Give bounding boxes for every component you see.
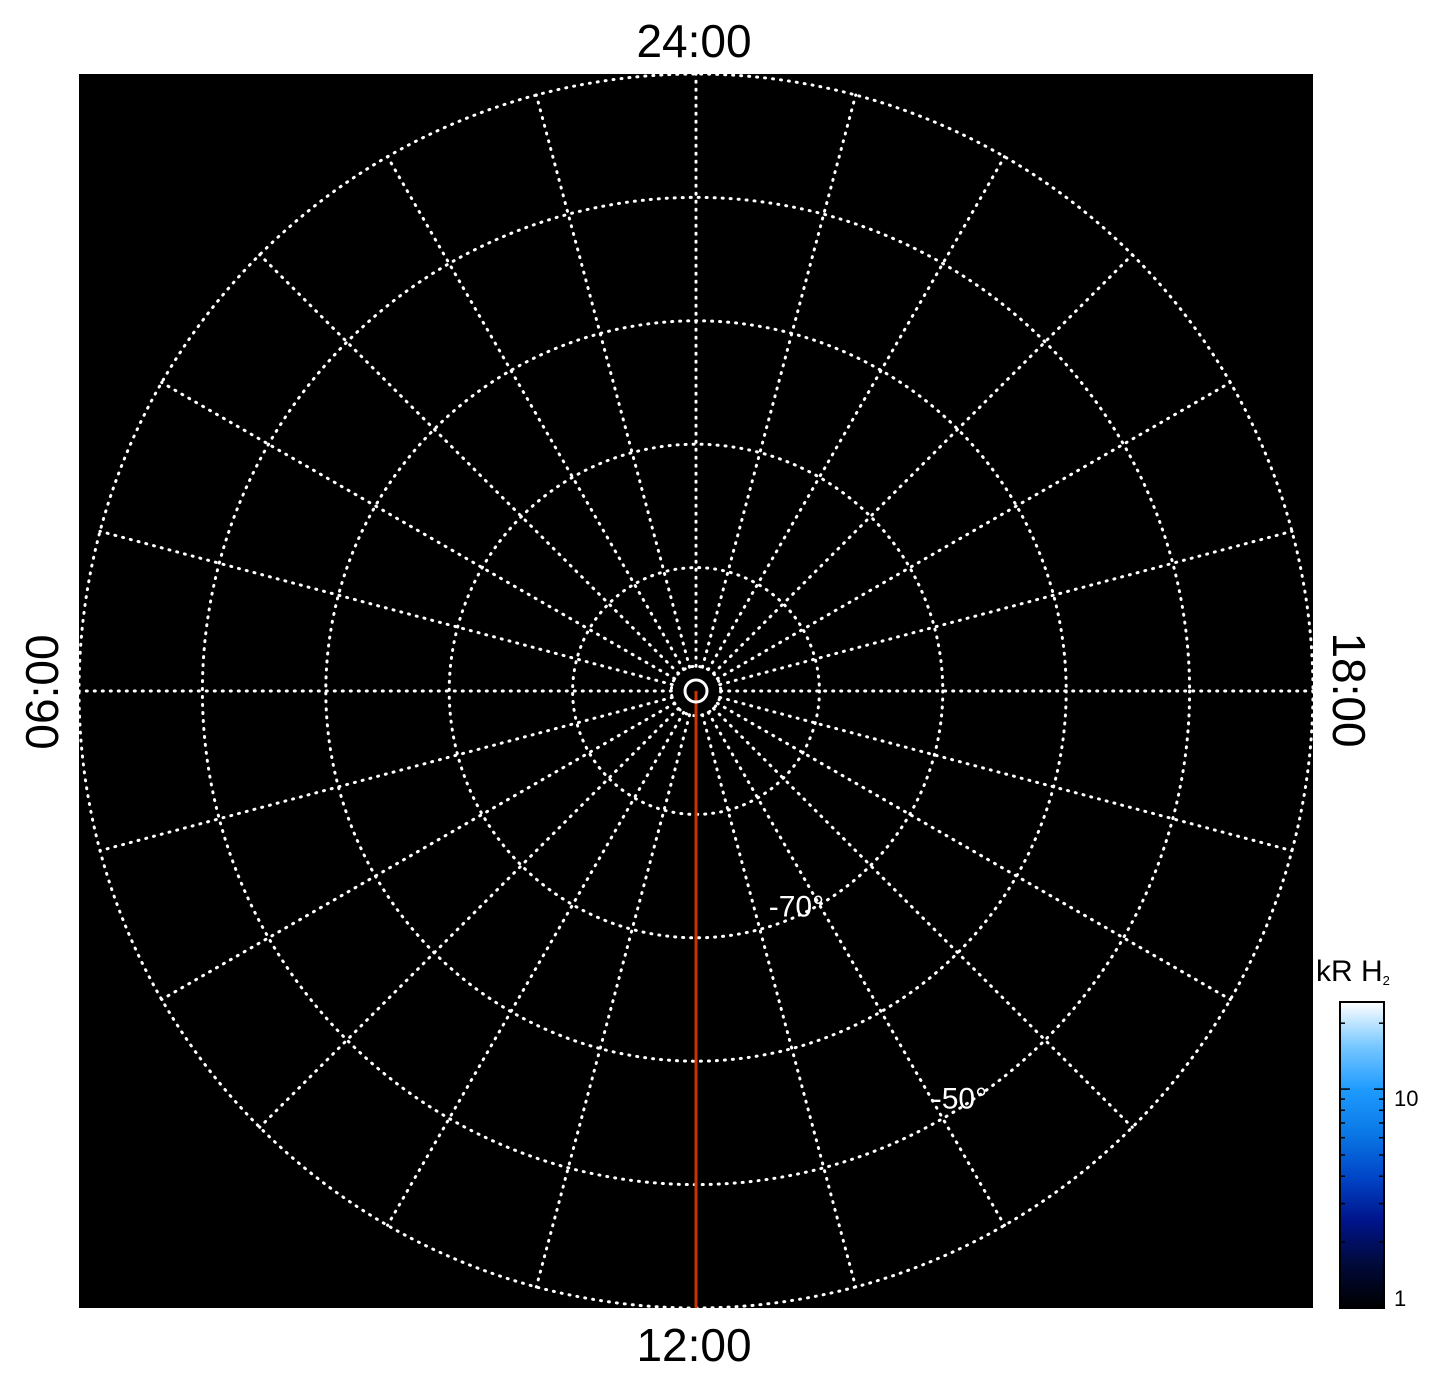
meridian-line <box>706 710 1006 1227</box>
meridian-line <box>700 93 858 669</box>
colorbar-tick-label-1: 1 <box>1394 1286 1407 1311</box>
colorbar-title: kR H2 <box>1316 955 1390 988</box>
meridian-line <box>700 713 858 1289</box>
meridian-line <box>534 713 692 1289</box>
meridian-line <box>715 701 1232 1001</box>
latitude-labels: -70° -50° <box>769 891 987 1116</box>
meridian-line <box>712 707 1134 1129</box>
meridian-line <box>386 155 686 672</box>
meridian-line <box>258 253 680 675</box>
pole-marker <box>683 678 709 704</box>
latitude-circle <box>447 442 945 940</box>
polar-plot: -70° -50° <box>79 74 1313 1308</box>
meridian-line <box>718 695 1294 853</box>
lat-lon-grid <box>79 74 1313 1308</box>
meridian-line <box>715 381 1232 681</box>
meridian-line <box>98 529 674 687</box>
meridian-line <box>706 155 1006 672</box>
meridian-line <box>160 381 677 681</box>
meridian-line <box>98 695 674 853</box>
colorbar-gradient <box>1339 1001 1385 1309</box>
local-time-label-bottom: 12:00 <box>636 1319 752 1371</box>
local-time-label-top: 24:00 <box>636 15 752 67</box>
local-time-label-right: 18:00 <box>1323 632 1375 748</box>
meridian-line <box>718 529 1294 687</box>
meridian-line <box>160 701 677 1001</box>
colorbar-tick-label-10: 10 <box>1394 1086 1419 1111</box>
meridian-line <box>712 253 1134 675</box>
meridian-line <box>258 707 680 1129</box>
latitude-label: -70° <box>769 891 824 924</box>
latitude-label: -50° <box>932 1083 987 1116</box>
colorbar-tick-marks <box>1340 1022 1384 1309</box>
local-time-label-left: 06:00 <box>16 634 68 750</box>
meridian-line <box>534 93 692 669</box>
colorbar <box>1339 1001 1385 1309</box>
meridian-line <box>386 710 686 1227</box>
